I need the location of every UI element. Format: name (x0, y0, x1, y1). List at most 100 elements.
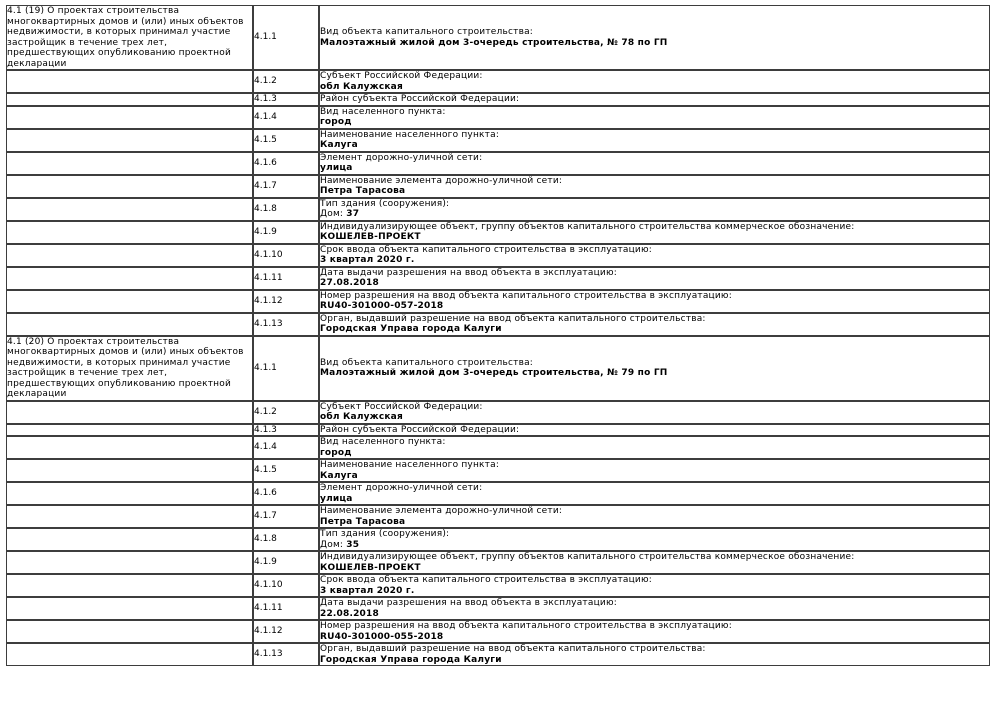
row-number: 4.1.6 (253, 151, 319, 175)
section-description-empty-cell (6, 505, 253, 528)
section-description-empty-cell (6, 400, 253, 424)
field-value-text: Малоэтажный жилой дом 3-очередь строител… (320, 368, 668, 378)
table-row: 4.1.13 Орган, выдавший разрешение на ввод… (6, 312, 990, 336)
table-row: 4.1 (19) О проектах строительства многок… (6, 5, 990, 70)
field-value: КОШЕЛЕВ-ПРОЕКТ (320, 563, 989, 574)
section-description-empty-cell (6, 597, 253, 620)
field-value-text: 22.08.2018 (320, 608, 379, 619)
table-row: 4.1.9 Индивидуализирующее объект, группу … (6, 220, 990, 244)
row-content-cell: Тип здания (сооружения): Дом: 37 (319, 197, 990, 221)
field-value: 22.08.2018 (320, 609, 989, 620)
row-number: 4.1.4 (253, 436, 319, 459)
field-value: Дом: 37 (320, 209, 989, 220)
field-value: улица (320, 163, 989, 174)
field-label: Субъект Российской Федерации: (320, 401, 483, 412)
field-value: город (320, 448, 989, 459)
section-description-empty-cell (6, 574, 253, 597)
table-row: 4.1.12 Номер разрешения на ввод объекта к… (6, 620, 990, 643)
field-label: Наименование населенного пункта: (320, 129, 500, 140)
row-number: 4.1.11 (253, 597, 319, 620)
field-label: Номер разрешения на ввод объекта капитал… (320, 290, 732, 301)
section-description-empty-cell (6, 70, 253, 93)
table-row: 4.1.8 Тип здания (сооружения): Дом: 35 (6, 528, 990, 551)
field-label: Элемент дорожно-уличной сети: (320, 152, 483, 163)
section-description-empty-cell (6, 482, 253, 505)
field-label: Орган, выдавший разрешение на ввод объек… (320, 644, 706, 654)
field-label: Вид объекта капитального строительства: (320, 357, 534, 368)
table-row: 4.1.13 Орган, выдавший разрешение на ввод… (6, 643, 990, 666)
section-description-empty-cell (6, 620, 253, 643)
table-row: 4.1.6 Элемент дорожно-уличной сети: улица (6, 482, 990, 505)
row-content-cell: Элемент дорожно-уличной сети: улица (319, 482, 990, 505)
row-content-cell: Индивидуализирующее объект, группу объек… (319, 220, 990, 244)
row-content-cell: Орган, выдавший разрешение на ввод объек… (319, 312, 990, 336)
table-row: 4.1.4 Вид населенного пункта: город (6, 436, 990, 459)
project-declaration-table-body: 4.1 (19) О проектах строительства многок… (6, 5, 990, 666)
row-number: 4.1.2 (253, 70, 319, 93)
field-value-prefix: Дом: (320, 209, 347, 219)
row-number: 4.1.3 (253, 423, 319, 436)
row-number: 4.1.13 (253, 643, 319, 666)
field-value: Калуга (320, 471, 989, 482)
section-description-empty-cell (6, 197, 253, 221)
field-value-text: КОШЕЛЕВ-ПРОЕКТ (320, 562, 421, 573)
table-row: 4.1.11 Дата выдачи разрешения на ввод объ… (6, 597, 990, 620)
row-number: 4.1.13 (253, 312, 319, 336)
row-number: 4.1.10 (253, 243, 319, 267)
row-content-cell: Вид объекта капитального строительства: М… (319, 5, 990, 70)
table-row: 4.1.9 Индивидуализирующее объект, группу … (6, 551, 990, 574)
row-content-cell: Вид населенного пункта: город (319, 105, 990, 129)
section-description-empty-cell (6, 289, 253, 313)
field-label: Дата выдачи разрешения на ввод объекта в… (320, 267, 617, 278)
row-number: 4.1.1 (253, 335, 319, 401)
row-number: 4.1.11 (253, 266, 319, 290)
section-description-empty-cell (6, 151, 253, 175)
row-number: 4.1.8 (253, 528, 319, 551)
row-content-cell: Номер разрешения на ввод объекта капитал… (319, 620, 990, 643)
row-content-cell: Наименование населенного пункта: Калуга (319, 128, 990, 152)
field-label: Индивидуализирующее объект, группу объек… (320, 552, 855, 562)
row-content-cell: Орган, выдавший разрешение на ввод объек… (319, 643, 990, 666)
field-value-text: 27.08.2018 (320, 278, 379, 288)
field-value: обл Калужская (320, 412, 989, 423)
row-number: 4.1.7 (253, 505, 319, 528)
field-value-text: Петра Тарасова (320, 516, 406, 527)
section-description-empty-cell (6, 551, 253, 574)
table-row: 4.1.3 Район субъекта Российской Федерации… (6, 93, 990, 106)
row-number: 4.1.6 (253, 482, 319, 505)
field-value-text: улица (320, 493, 353, 504)
field-value-text: город (320, 117, 352, 127)
field-label: Срок ввода объекта капитального строител… (320, 244, 652, 255)
field-value: Петра Тарасова (320, 186, 989, 197)
row-content-cell: Вид населенного пункта: город (319, 436, 990, 459)
table-row: 4.1.5 Наименование населенного пункта: Кал… (6, 459, 990, 482)
table-row: 4.1.5 Наименование населенного пункта: Кал… (6, 128, 990, 152)
row-content-cell: Район субъекта Российской Федерации: (319, 93, 990, 106)
field-value: Малоэтажный жилой дом 3-очередь строител… (320, 38, 989, 49)
field-value-text: RU40-301000-055-2018 (320, 631, 444, 642)
row-content-cell: Район субъекта Российской Федерации: (319, 423, 990, 436)
field-label: Вид населенного пункта: (320, 437, 446, 447)
row-number: 4.1.12 (253, 620, 319, 643)
field-label: Тип здания (сооружения): (320, 529, 450, 539)
section-description-empty-cell (6, 105, 253, 129)
field-value-text: Городская Управа города Калуги (320, 654, 502, 665)
section-description-empty-cell (6, 243, 253, 267)
table-row: 4.1.10 Срок ввода объекта капитального ст… (6, 243, 990, 267)
row-number: 4.1.5 (253, 128, 319, 152)
field-value: Калуга (320, 140, 989, 151)
table-row: 4.1.3 Район субъекта Российской Федерации… (6, 423, 990, 436)
field-label: Орган, выдавший разрешение на ввод объек… (320, 313, 706, 324)
field-value-text: улица (320, 163, 353, 173)
field-value: RU40-301000-055-2018 (320, 632, 989, 643)
row-content-cell: Дата выдачи разрешения на ввод объекта в… (319, 597, 990, 620)
row-content-cell: Наименование элемента дорожно-уличной се… (319, 174, 990, 198)
field-value-text: обл Калужская (320, 81, 403, 92)
row-number: 4.1.4 (253, 105, 319, 129)
row-number: 4.1.9 (253, 551, 319, 574)
field-value: улица (320, 494, 989, 505)
field-label: Субъект Российской Федерации: (320, 71, 483, 81)
field-label: Наименование элемента дорожно-уличной се… (320, 175, 563, 186)
field-value-text: 37 (346, 209, 360, 219)
row-number: 4.1.3 (253, 93, 319, 106)
